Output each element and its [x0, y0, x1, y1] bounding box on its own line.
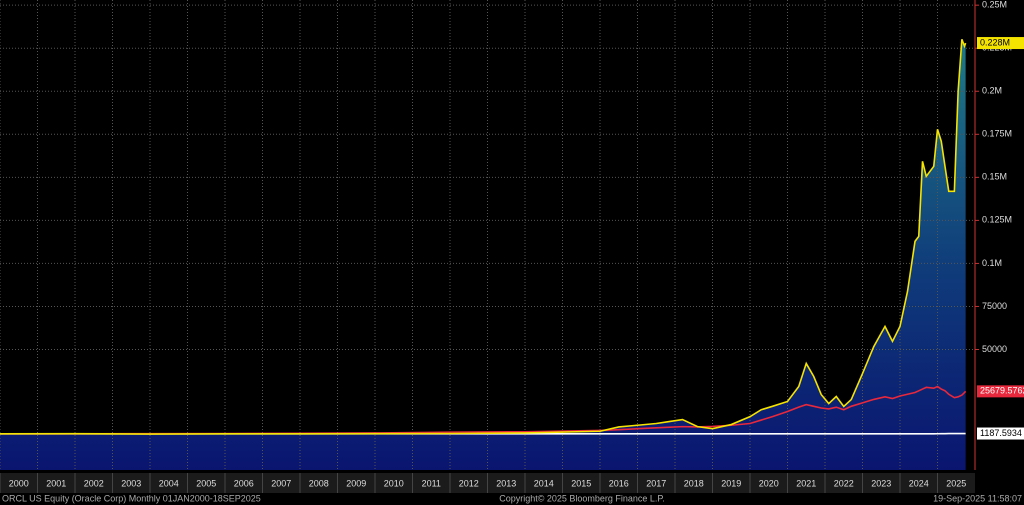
x-tick-label: 2000 — [9, 478, 29, 488]
y-tick-label: 0.15M — [982, 172, 1007, 182]
x-tick-label: 2015 — [571, 478, 591, 488]
x-tick-label: 2010 — [384, 478, 404, 488]
x-tick-label: 2005 — [196, 478, 216, 488]
value-label-box — [977, 427, 1024, 440]
y-tick-label: 0.1M — [982, 258, 1002, 268]
x-tick-label: 2017 — [646, 478, 666, 488]
x-tick-label: 2024 — [909, 478, 929, 488]
x-tick-label: 2006 — [234, 478, 254, 488]
y-tick-label: 0.2M — [982, 86, 1002, 96]
x-tick-label: 2004 — [159, 478, 179, 488]
x-tick-label: 2009 — [346, 478, 366, 488]
x-tick-label: 2007 — [271, 478, 291, 488]
footer-right: 19-Sep-2025 11:58:07 — [933, 493, 1022, 503]
area — [0, 39, 966, 470]
value-label: 25679.5762 — [980, 386, 1024, 396]
x-tick-label: 2022 — [834, 478, 854, 488]
line — [0, 385, 967, 435]
x-tick-label: 2018 — [684, 478, 704, 488]
y-tick-label: 75000 — [982, 301, 1007, 311]
y-tick-label: 0.125M — [982, 215, 1012, 225]
x-tick-label: 2003 — [121, 478, 141, 488]
x-tick-label: 2025 — [946, 478, 966, 488]
value-label: 0.228M — [980, 37, 1010, 47]
x-tick-label: 2020 — [759, 478, 779, 488]
footer-left: ORCL US Equity (Oracle Corp) Monthly 01J… — [2, 493, 261, 503]
value-label-box — [977, 37, 1024, 50]
x-tick-label: 2012 — [459, 478, 479, 488]
x-tick-label: 2023 — [871, 478, 891, 488]
x-tick-label: 2011 — [422, 478, 441, 488]
x-tick-label: 2014 — [534, 478, 554, 488]
value-label: 1187.5934 — [980, 428, 1022, 438]
y-tick-label: 0.25M — [982, 0, 1007, 10]
x-tick-label: 2002 — [84, 478, 104, 488]
x-tick-label: 2008 — [309, 478, 329, 488]
x-tick-label: 2013 — [496, 478, 516, 488]
x-tick-label: 2016 — [609, 478, 629, 488]
footer-center: Copyright© 2025 Bloomberg Finance L.P. — [499, 493, 665, 503]
x-tick-label: 2001 — [46, 478, 66, 488]
y-tick-label: 0.175M — [982, 129, 1012, 139]
value-label-box — [977, 385, 1024, 398]
x-tick-label: 2021 — [796, 478, 816, 488]
y-tick-label: 50000 — [982, 344, 1007, 354]
x-tick-label: 2019 — [721, 478, 741, 488]
line — [0, 38, 967, 435]
